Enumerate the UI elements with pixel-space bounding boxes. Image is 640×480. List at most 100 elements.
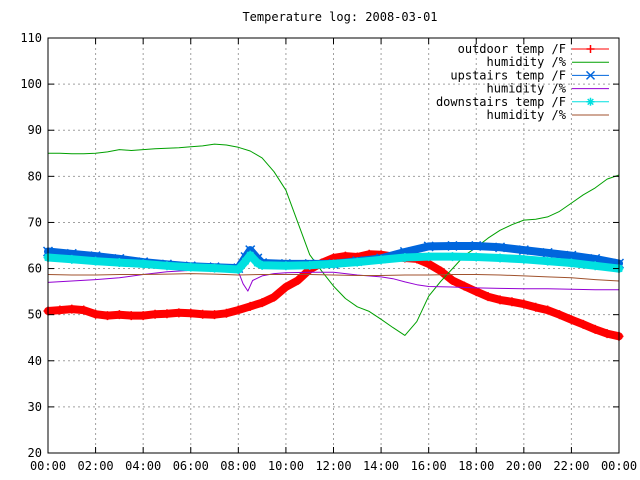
data-point xyxy=(150,309,160,319)
data-point xyxy=(269,292,279,302)
data-point xyxy=(210,310,220,320)
legend-label: upstairs temp /F xyxy=(450,68,566,82)
data-point xyxy=(162,309,172,319)
legend-item: downstairs temp /F xyxy=(436,95,609,109)
legend-item: humidity /% xyxy=(487,108,609,122)
data-point xyxy=(293,276,303,286)
data-point xyxy=(586,97,595,106)
data-point xyxy=(252,258,262,268)
series-4-humidity xyxy=(47,269,620,292)
legend-label: humidity /% xyxy=(487,55,567,69)
data-point xyxy=(162,261,172,271)
x-tick-label: 22:00 xyxy=(553,459,589,473)
y-tick-label: 50 xyxy=(28,308,42,322)
data-point xyxy=(586,45,595,53)
y-tick-label: 30 xyxy=(28,400,42,414)
legend-item: outdoor temp /F xyxy=(458,42,609,56)
data-point xyxy=(281,261,291,271)
data-point xyxy=(67,304,77,314)
x-tick-label: 18:00 xyxy=(458,459,494,473)
data-point xyxy=(585,70,596,80)
data-point xyxy=(186,308,196,318)
data-point xyxy=(483,292,493,302)
data-point xyxy=(436,266,446,276)
data-point xyxy=(543,256,553,266)
data-point xyxy=(79,305,89,315)
plot-area xyxy=(42,143,625,341)
x-tick-label: 12:00 xyxy=(315,459,351,473)
data-point xyxy=(495,253,505,263)
data-point xyxy=(233,305,243,315)
x-tick-label: 04:00 xyxy=(125,459,161,473)
series-line xyxy=(47,273,620,282)
data-point xyxy=(519,254,529,264)
axis-ticks: 20 30 40 50 60 70 80 90 100 110 00:00 02:00 04:00 06:… xyxy=(20,31,637,473)
legend-item: humidity /% xyxy=(487,55,609,69)
chart-title: Temperature log: 2008-03-01 xyxy=(242,10,437,24)
data-point xyxy=(471,240,482,251)
data-point xyxy=(186,262,196,272)
data-point xyxy=(495,242,506,253)
data-point xyxy=(471,287,481,297)
data-point xyxy=(91,256,101,266)
data-point xyxy=(91,309,101,319)
data-point xyxy=(447,276,457,286)
data-point xyxy=(590,261,600,271)
series-line xyxy=(47,143,620,336)
legend-label: downstairs temp /F xyxy=(436,95,566,109)
data-point xyxy=(55,305,65,315)
legend-item: humidity /% xyxy=(487,82,609,96)
y-tick-label: 70 xyxy=(28,215,42,229)
data-point xyxy=(281,282,291,292)
series-line xyxy=(44,251,623,274)
data-point xyxy=(507,297,517,307)
data-point xyxy=(138,259,148,269)
legend-label: outdoor temp /F xyxy=(458,42,566,56)
legend-item: upstairs temp /F xyxy=(450,68,609,82)
series-6-humidity xyxy=(47,273,620,282)
data-point xyxy=(518,245,529,256)
data-point xyxy=(126,311,136,321)
x-tick-label: 10:00 xyxy=(268,459,304,473)
y-tick-label: 20 xyxy=(28,446,42,460)
series-2-humidity xyxy=(47,143,620,336)
data-point xyxy=(233,264,243,274)
data-point xyxy=(602,329,612,339)
data-point xyxy=(210,263,220,273)
data-point xyxy=(578,319,588,329)
data-point xyxy=(329,259,338,269)
y-tick-label: 80 xyxy=(28,169,42,183)
data-point xyxy=(543,305,553,315)
data-point xyxy=(245,301,255,311)
data-point xyxy=(590,324,600,334)
x-tick-label: 00:00 xyxy=(30,459,66,473)
y-tick-label: 110 xyxy=(20,31,42,45)
data-point xyxy=(305,260,315,270)
legend-label: humidity /% xyxy=(487,108,567,122)
data-point xyxy=(245,250,255,260)
data-point xyxy=(221,308,231,318)
data-point xyxy=(519,299,529,309)
x-tick-label: 14:00 xyxy=(363,459,399,473)
data-point xyxy=(138,311,148,321)
data-point xyxy=(114,310,124,320)
data-point xyxy=(531,302,541,312)
data-point xyxy=(400,252,410,262)
data-point xyxy=(114,258,124,268)
data-point xyxy=(447,240,458,251)
data-point xyxy=(257,260,267,270)
data-point xyxy=(352,257,362,267)
data-point xyxy=(447,252,457,262)
data-point xyxy=(424,252,434,262)
series-line xyxy=(47,269,620,292)
x-tick-label: 02:00 xyxy=(78,459,114,473)
data-point xyxy=(566,258,576,268)
data-point xyxy=(67,254,77,264)
data-point xyxy=(566,250,577,261)
x-tick-label: 08:00 xyxy=(220,459,256,473)
y-tick-label: 90 xyxy=(28,123,42,137)
x-tick-label: 20:00 xyxy=(506,459,542,473)
data-point xyxy=(566,315,576,325)
legend-label: humidity /% xyxy=(487,82,567,96)
